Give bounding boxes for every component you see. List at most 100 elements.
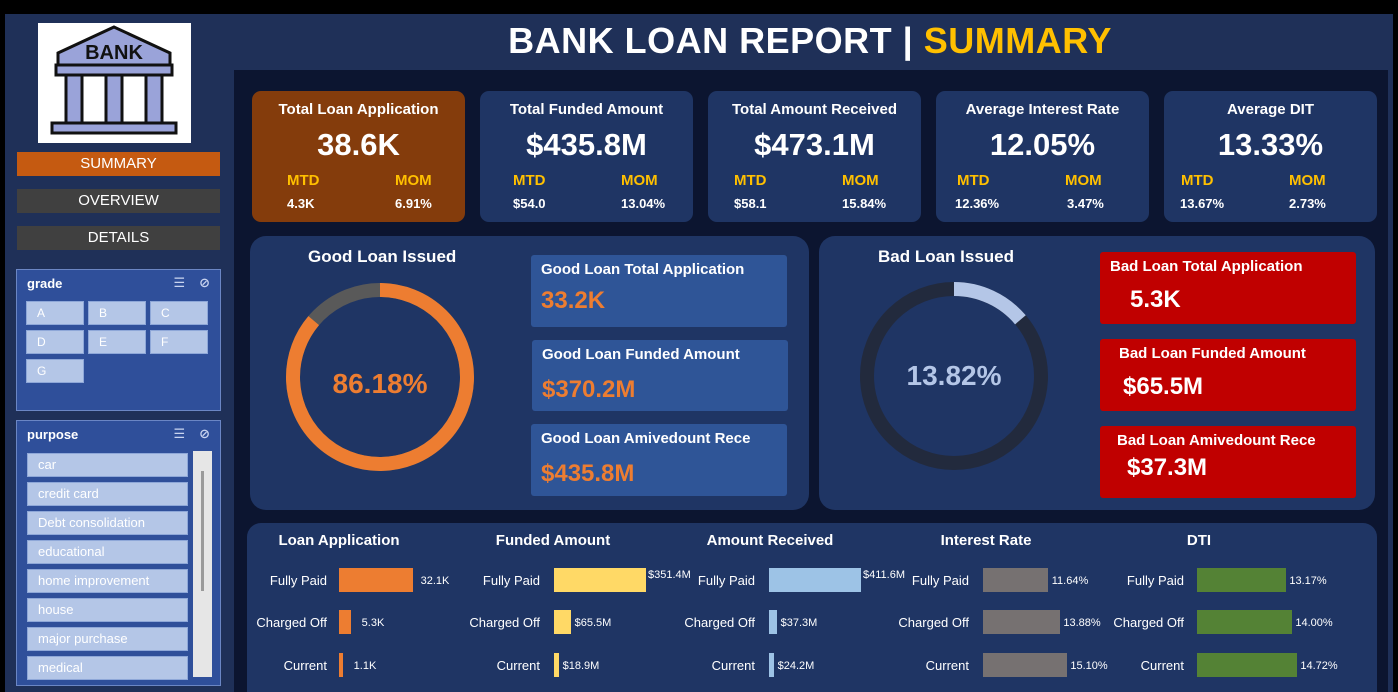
mini-card-label: Bad Loan Amivedount Rece [1117,432,1316,449]
kpi-label: Average DIT [1227,101,1314,118]
chart-title: DTI [1186,532,1212,549]
kpi-average-interest-rate: Average Interest Rate 12.05% MTD MOM 12.… [936,91,1149,222]
purpose-option-home-improvement[interactable]: home improvement [27,569,188,593]
chart-bar [983,610,1060,634]
kpi-total-amount-received: Total Amount Received $473.1M MTD MOM $5… [708,91,921,222]
chart-value-label: 32.1K [420,575,450,587]
title-main: BANK LOAN REPORT | [508,20,914,61]
purpose-option-house[interactable]: house [27,598,188,622]
purpose-option-major-purchase[interactable]: major purchase [27,627,188,651]
page-title: BANK LOAN REPORT | SUMMARY [240,20,1380,62]
kpi-mom-label: MOM [1289,172,1326,189]
chart-bar [554,568,646,592]
chart-bar [769,653,774,677]
chart-bar [554,610,571,634]
chart-bar [1197,653,1297,677]
purpose-option-credit-card[interactable]: credit card [27,482,188,506]
chart-bar [339,568,413,592]
purpose-option-car[interactable]: car [27,453,188,477]
grade-option-g[interactable]: G [26,359,84,383]
chart-category-label: Fully Paid [911,573,969,588]
chart-title: Funded Amount [495,532,611,549]
kpi-mom-value: 13.04% [621,196,666,211]
grade-option-a[interactable]: A [26,301,84,325]
grade-option-b[interactable]: B [88,301,146,325]
good-loan-funded-card: Good Loan Funded Amount $370.2M [532,340,788,411]
chart-category-label: Current [496,658,540,673]
mini-card-value: $37.3M [1127,454,1208,481]
chart-value-label: $18.9M [562,660,600,672]
mini-card-label: Bad Loan Funded Amount [1119,345,1306,362]
nav-summary-button[interactable]: SUMMARY [17,152,220,176]
bad-loan-donut [860,282,1048,470]
grade-option-e[interactable]: E [88,330,146,354]
bad-loan-percent: 13.82% [906,360,1002,391]
grade-option-d[interactable]: D [26,330,84,354]
chart-category-label: Charged Off [256,615,327,630]
kpi-mtd-value: $58.1 [734,196,767,211]
nav-overview-button[interactable]: OVERVIEW [17,189,220,213]
chart-value-label: 14.00% [1295,617,1333,629]
kpi-mtd-value: 12.36% [955,196,1000,211]
chart-value-label: $65.5M [574,617,612,629]
purpose-scroll-thumb[interactable] [201,471,204,591]
kpi-value: 38.6K [317,127,400,162]
kpi-label: Total Funded Amount [509,101,664,118]
grade-slicer-title: grade [27,275,63,291]
kpi-mom-label: MOM [842,172,879,189]
chart-category-label: Current [925,658,969,673]
kpi-total-funded-amount: Total Funded Amount $435.8M MTD MOM $54.… [480,91,693,222]
good-loan-donut [286,283,474,471]
chart-bar [554,653,559,677]
kpi-value: 13.33% [1217,127,1324,162]
grade-option-f[interactable]: F [150,330,208,354]
clear-filter-icon[interactable]: ⊘ [199,426,210,441]
multi-select-icon[interactable]: ☰ [173,426,186,441]
chart-category-label: Current [1140,658,1184,673]
mini-card-value: $65.5M [1123,373,1204,400]
chart-value-label: 15.10% [1070,660,1108,672]
kpi-mtd-value: $54.0 [513,196,546,211]
chart-category-label: Fully Paid [697,573,755,588]
multi-select-icon[interactable]: ☰ [173,275,186,290]
bad-loan-received-card: Bad Loan Amivedount Rece $37.3M [1100,426,1356,498]
purpose-option-educational[interactable]: educational [27,540,188,564]
clear-filter-icon[interactable]: ⊘ [199,275,210,290]
chart-value-label: 11.64% [1051,575,1089,587]
purpose-slicer-title: purpose [27,426,79,442]
kpi-average-dit: Average DIT 13.33% MTD MOM 13.67% 2.73% [1164,91,1377,222]
mini-card-value: $435.8M [541,460,635,487]
chart-title: Loan Application [278,532,400,549]
kpi-label: Total Loan Application [278,101,439,118]
bad-loan-funded-card: Bad Loan Funded Amount $65.5M [1100,339,1356,411]
good-loan-application-card: Good Loan Total Application 33.2K [531,255,787,327]
mini-card-label: Bad Loan Total Application [1110,258,1303,275]
chart-bar [1197,568,1286,592]
status-charts-panel [247,523,1377,692]
kpi-value: 12.05% [989,127,1096,162]
grade-slicer: grade ☰ ⊘ A B C D E F G [16,269,221,411]
chart-category-label: Fully Paid [1126,573,1184,588]
kpi-label: Total Amount Received [731,101,898,118]
kpi-label: Average Interest Rate [965,101,1120,118]
bad-donut-arc [860,282,1048,470]
purpose-option-debt-consolidation[interactable]: Debt consolidation [27,511,188,535]
chart-title: Interest Rate [940,532,1032,549]
purpose-option-medical[interactable]: medical [27,656,188,680]
kpi-mom-value: 3.47% [1067,196,1104,211]
purpose-scrollbar[interactable] [193,451,212,677]
kpi-mtd-label: MTD [1181,172,1214,189]
bad-loan-application-card: Bad Loan Total Application 5.3K [1100,252,1356,324]
title-highlight: SUMMARY [923,20,1112,61]
nav-details-button[interactable]: DETAILS [17,226,220,250]
good-donut-arc [286,283,474,471]
chart-category-label: Fully Paid [482,573,540,588]
kpi-value: $473.1M [754,127,875,162]
kpi-mtd-label: MTD [513,172,546,189]
chart-value-label: 5.3K [361,617,385,629]
grade-option-c[interactable]: C [150,301,208,325]
bad-loan-title: Bad Loan Issued [878,247,1015,266]
kpi-mom-label: MOM [621,172,658,189]
kpi-total-loan-application: Total Loan Application 38.6K MTD MOM 4.3… [252,91,465,222]
kpi-mtd-label: MTD [957,172,990,189]
